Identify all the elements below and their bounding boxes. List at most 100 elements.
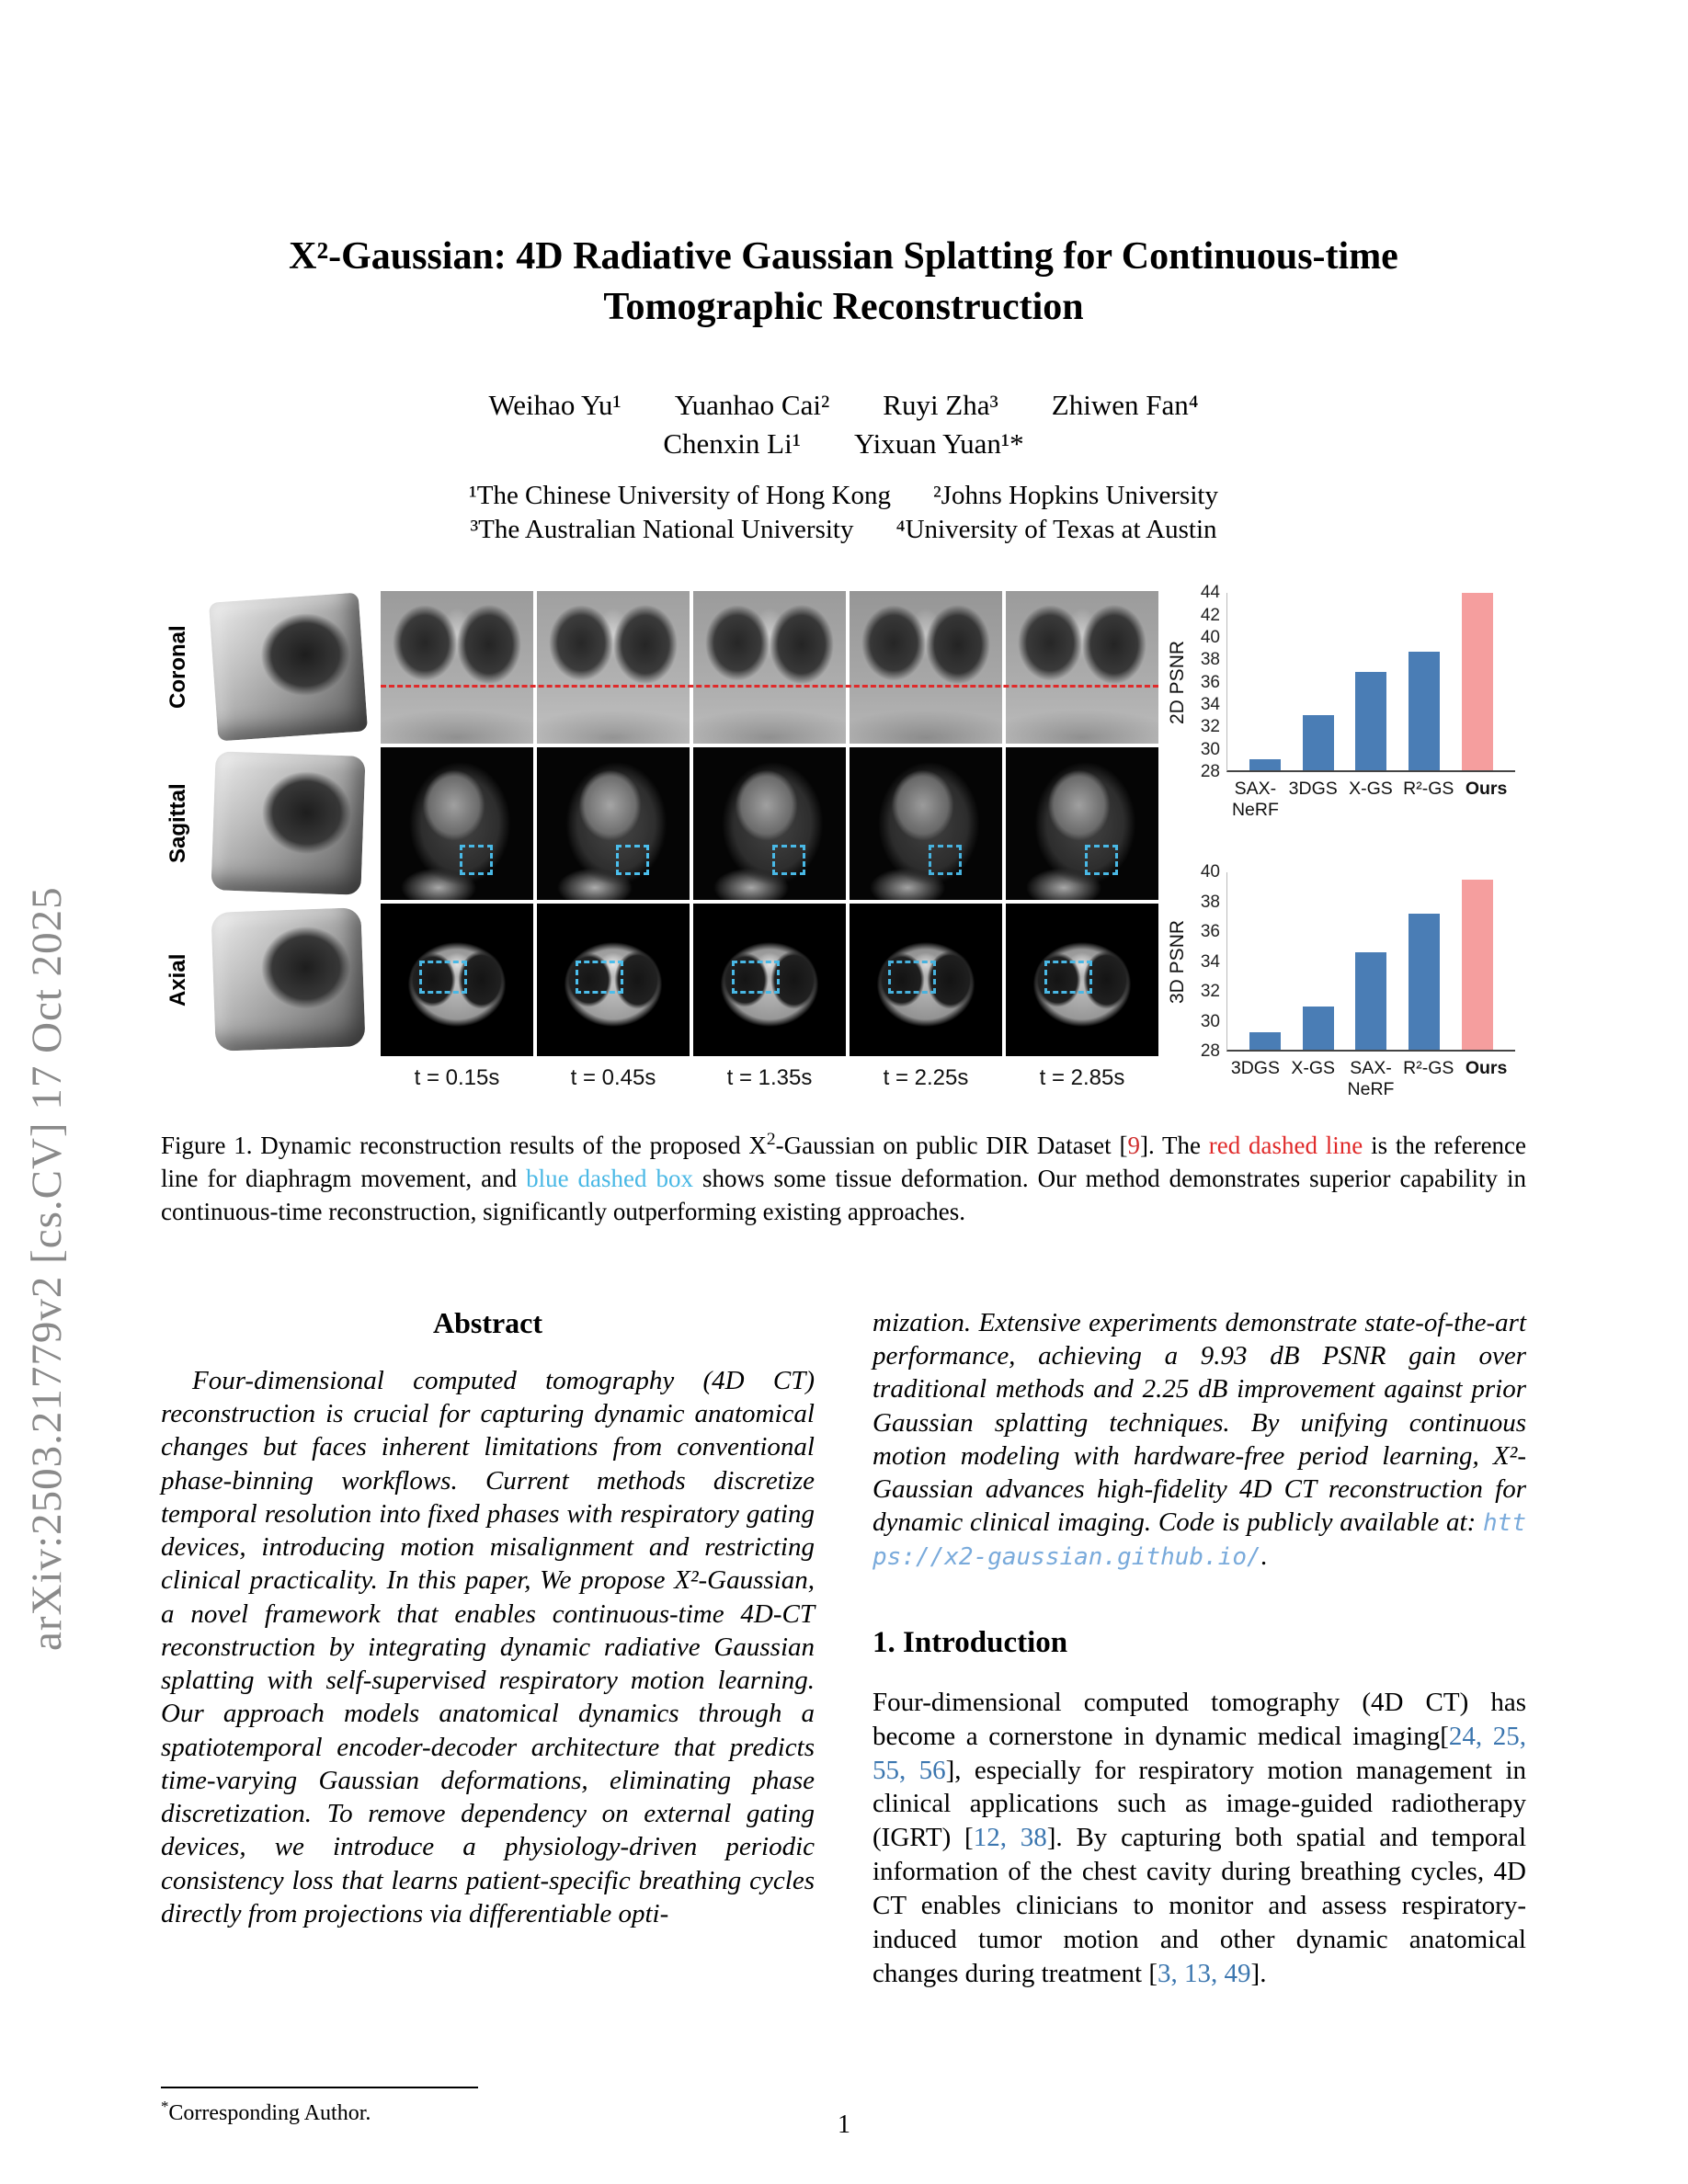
ct-image-axial-5 — [1006, 904, 1158, 1057]
author: Chenxin Li¹ — [663, 427, 801, 461]
figure-1: Coronal Sagittal Axial — [161, 583, 1526, 1229]
ct-image-axial-1 — [381, 904, 533, 1057]
project-page-link[interactable]: https://x2-gaussian.github.io/ — [873, 1509, 1526, 1571]
ct-image-coronal-3 — [693, 591, 846, 745]
author: Weihao Yu¹ — [488, 389, 622, 422]
bar-plot-area — [1226, 872, 1515, 1052]
bar-R²-GS — [1409, 914, 1441, 1051]
caption-text: shows some tissue deformation. Our metho… — [161, 1165, 1526, 1225]
y-axis-tick-labels: 44 42 40 38 36 34 32 30 28 — [1200, 583, 1220, 782]
footnote-body: Corresponding Author. — [168, 2100, 371, 2125]
page-number: 1 — [838, 2110, 850, 2139]
affiliation: ²Johns Hopkins University — [932, 481, 1218, 511]
volume-cube-image — [211, 906, 366, 1052]
caption-red-dashed-line-text: red dashed line — [1208, 1132, 1363, 1160]
introduction-paragraph: Four-dimensional computed tomography (4D… — [873, 1686, 1526, 1990]
volume-cube-image — [209, 592, 368, 742]
bar-X-GS — [1355, 671, 1387, 771]
bar-Ours — [1462, 593, 1494, 771]
ct-image-axial-2 — [537, 904, 690, 1057]
bar-Ours — [1462, 880, 1494, 1051]
ct-image-sagittal-2 — [537, 747, 690, 901]
volume-render-coronal — [203, 591, 373, 743]
bar-3DGS — [1249, 1031, 1281, 1051]
intro-text: ]. — [1250, 1958, 1267, 1988]
affiliation: ⁴University of Texas at Austin — [895, 515, 1217, 545]
intro-text: Four-dimensional computed tomography (4D… — [873, 1687, 1526, 1751]
row-label-axial: Axial — [165, 953, 190, 1007]
intro-text: ]. By capturing both spatial and tempora… — [873, 1823, 1527, 1988]
time-label: t = 2.85s — [1039, 1065, 1125, 1091]
psnr-charts: 2D PSNR 44 42 40 38 36 34 32 30 28 SAX-NeRF 3DGS X-G… — [1166, 583, 1515, 1100]
ct-image-sagittal-1 — [381, 747, 533, 901]
figure-caption: Figure 1. Dynamic reconstruction results… — [161, 1128, 1526, 1229]
abstract-continuation: mization. Extensive experiments demonstr… — [873, 1307, 1526, 1538]
author: Ruyi Zha³ — [883, 389, 998, 422]
author: Yixuan Yuan¹* — [854, 427, 1024, 461]
ct-image-axial-4 — [850, 904, 1002, 1057]
x-axis-tick-labels: 3DGS X-GS SAX-NeRF R²-GS Ours — [1230, 1058, 1508, 1100]
caption-text: -Gaussian on public DIR Dataset [ — [775, 1132, 1128, 1160]
diaphragm-reference-line — [381, 685, 1158, 688]
volume-render-sagittal — [203, 747, 373, 899]
right-column: mization. Extensive experiments demonstr… — [873, 1306, 1526, 2126]
intro-text: ], especially for respiratory motion man… — [873, 1755, 1527, 1853]
bar-R²-GS — [1409, 652, 1441, 771]
volume-renders — [203, 591, 373, 1055]
caption-text: Figure 1. Dynamic reconstruction results… — [161, 1132, 767, 1160]
y-axis-tick-labels: 40 38 36 34 32 30 28 — [1200, 862, 1220, 1062]
row-label-sagittal: Sagittal — [165, 783, 190, 864]
affiliations-line1: ¹The Chinese University of Hong Kong ²Jo… — [161, 481, 1526, 511]
row-label-coronal: Coronal — [165, 625, 190, 710]
ct-image-coronal-2 — [537, 591, 690, 745]
author-list-line1: Weihao Yu¹ Yuanhao Cai² Ruyi Zha³ Zhiwen… — [161, 389, 1526, 422]
abstract-heading: Abstract — [432, 1305, 543, 1339]
volume-render-axial — [203, 904, 373, 1055]
ct-image-coronal-5 — [1006, 591, 1158, 745]
author: Yuanhao Cai² — [674, 389, 830, 422]
bar-3DGS — [1302, 714, 1334, 771]
caption-text: ]. The — [1139, 1132, 1209, 1160]
affiliation: ³The Australian National University — [470, 515, 854, 545]
ct-image-axial-3 — [693, 904, 846, 1057]
ct-image-coronal-4 — [850, 591, 1002, 745]
citation-link-3-13-49[interactable]: 3, 13, 49 — [1158, 1958, 1251, 1988]
bar-plot-area — [1226, 593, 1515, 773]
footnote: *Corresponding Author. — [161, 2086, 815, 2126]
left-column: Abstract Four-dimensional computed tomog… — [161, 1306, 815, 2126]
time-label: t = 1.35s — [726, 1065, 813, 1091]
affiliations-line2: ³The Australian National University ⁴Uni… — [161, 515, 1526, 545]
arxiv-watermark: arXiv:2503.21779v2 [cs.CV] 17 Oct 2025 — [23, 886, 71, 1651]
time-label: t = 0.15s — [414, 1065, 500, 1091]
citation-link-9[interactable]: 9 — [1127, 1132, 1140, 1160]
caption-blue-dashed-box-text: blue dashed box — [526, 1165, 694, 1193]
author-list-line2: Chenxin Li¹ Yixuan Yuan¹* — [161, 427, 1526, 461]
ct-row-sagittal — [381, 747, 1158, 901]
caption-text: is the reference line for diaphragm move… — [161, 1132, 1527, 1193]
two-column-body: Abstract Four-dimensional computed tomog… — [161, 1306, 1526, 2126]
bar-SAX-NeRF — [1249, 759, 1281, 771]
ct-image-grid: t = 0.15s t = 0.45s t = 1.35s t = 2.25s … — [381, 591, 1158, 1091]
psnr-2d-bar-chart: 2D PSNR 44 42 40 38 36 34 32 30 28 SAX-NeRF 3DGS X-G… — [1166, 583, 1515, 821]
citation-link-12-38[interactable]: 12, 38 — [973, 1823, 1047, 1853]
bar-SAX-NeRF — [1355, 952, 1387, 1051]
ct-image-sagittal-4 — [850, 747, 1002, 901]
ct-image-coronal-1 — [381, 591, 533, 745]
citation-link-24-25-55-56[interactable]: 24, 25, 55, 56 — [873, 1721, 1527, 1785]
ct-row-coronal — [381, 591, 1158, 745]
y-axis-label: 2D PSNR — [1167, 641, 1188, 725]
x-axis-tick-labels: SAX-NeRF 3DGS X-GS R²-GS Ours — [1231, 779, 1508, 821]
ct-row-axial — [381, 904, 1158, 1057]
affiliation: ¹The Chinese University of Hong Kong — [469, 481, 891, 511]
time-label: t = 2.25s — [883, 1065, 969, 1091]
caption-superscript: 2 — [766, 1130, 776, 1150]
abstract-text-left: Four-dimensional computed tomography (4D… — [161, 1365, 815, 1928]
figure-row-labels: Coronal Sagittal Axial — [161, 591, 196, 1056]
y-axis-label: 3D PSNR — [1167, 920, 1188, 1005]
author: Zhiwen Fan⁴ — [1051, 389, 1199, 422]
bar-X-GS — [1302, 1007, 1334, 1051]
psnr-3d-bar-chart: 3D PSNR 40 38 36 34 32 30 28 3DGS X-GS SAX-NeRF R²-… — [1166, 862, 1515, 1100]
ct-image-sagittal-3 — [693, 747, 846, 901]
footnote-text: *Corresponding Author. — [161, 2098, 815, 2126]
